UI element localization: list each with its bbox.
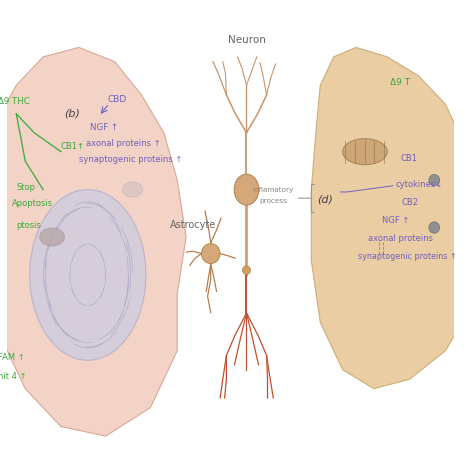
Text: CBD: CBD bbox=[108, 95, 127, 104]
Text: process: process bbox=[259, 198, 287, 204]
Text: FAM ↑: FAM ↑ bbox=[0, 353, 25, 362]
Text: Δ9 THC: Δ9 THC bbox=[0, 97, 30, 106]
Text: NGF ↑: NGF ↑ bbox=[382, 216, 410, 225]
Text: cytokines↓: cytokines↓ bbox=[395, 180, 443, 189]
Text: (d): (d) bbox=[317, 195, 333, 205]
Polygon shape bbox=[311, 47, 474, 389]
Text: (b): (b) bbox=[64, 108, 81, 118]
Ellipse shape bbox=[122, 182, 143, 197]
Text: synaptogenic proteins ↑: synaptogenic proteins ↑ bbox=[79, 155, 182, 164]
Text: inflamatory: inflamatory bbox=[253, 187, 294, 193]
Text: Stop: Stop bbox=[16, 182, 35, 191]
Polygon shape bbox=[0, 47, 186, 436]
Text: Apoptosis: Apoptosis bbox=[12, 199, 53, 208]
Text: CB1↑: CB1↑ bbox=[61, 142, 85, 151]
Ellipse shape bbox=[201, 244, 220, 264]
Text: synaptogenic proteins ↑: synaptogenic proteins ↑ bbox=[358, 252, 457, 261]
Ellipse shape bbox=[343, 138, 387, 165]
Text: nit 4 ↑: nit 4 ↑ bbox=[0, 372, 27, 381]
Text: CB1: CB1 bbox=[401, 154, 418, 163]
Ellipse shape bbox=[234, 174, 259, 205]
Text: Neuron: Neuron bbox=[228, 35, 265, 45]
Text: axonal proteins ↑: axonal proteins ↑ bbox=[86, 139, 160, 148]
Text: ptosis: ptosis bbox=[16, 220, 41, 229]
Text: Δ9 T: Δ9 T bbox=[390, 78, 410, 87]
Ellipse shape bbox=[30, 190, 146, 360]
Circle shape bbox=[429, 222, 439, 233]
Text: NGF ↑: NGF ↑ bbox=[90, 123, 118, 132]
Text: Astrocyte: Astrocyte bbox=[170, 219, 216, 229]
Ellipse shape bbox=[243, 266, 251, 274]
Text: axonal proteins: axonal proteins bbox=[368, 234, 433, 243]
Text: CB2: CB2 bbox=[401, 198, 419, 207]
Ellipse shape bbox=[40, 228, 64, 246]
Circle shape bbox=[429, 174, 439, 186]
